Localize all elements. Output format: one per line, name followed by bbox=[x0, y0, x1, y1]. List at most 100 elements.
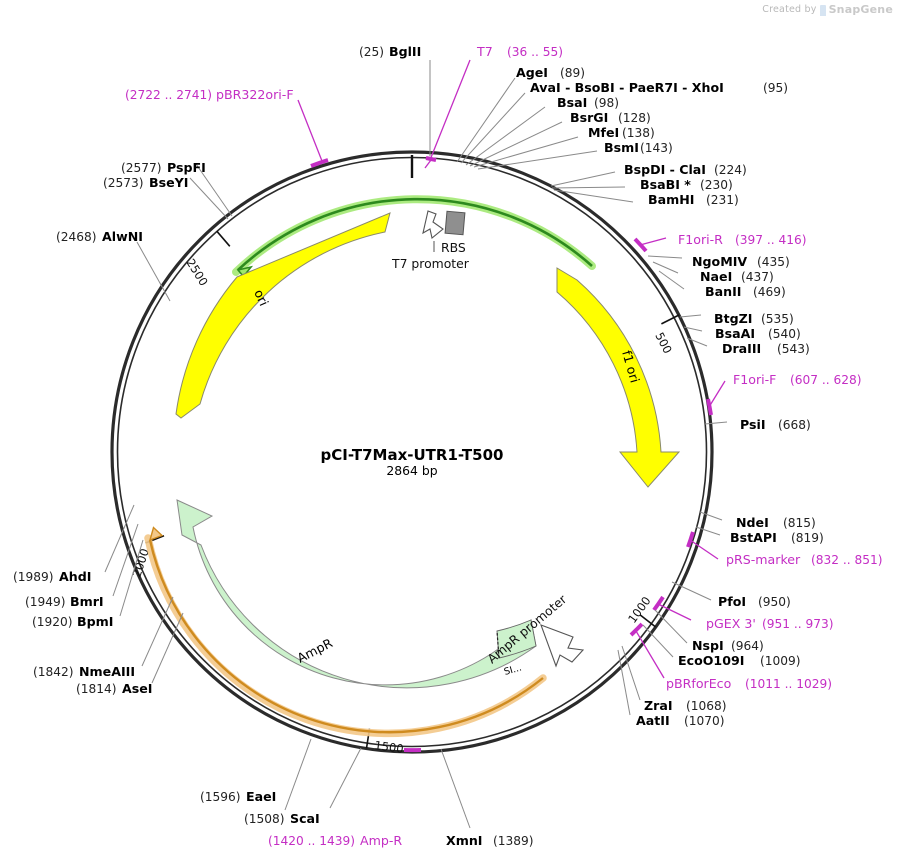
label-nspi: NspI (964) bbox=[692, 638, 764, 653]
rbs-label: RBS bbox=[441, 240, 466, 255]
svg-text:(1009): (1009) bbox=[760, 654, 801, 668]
svg-text:XmnI: XmnI bbox=[446, 833, 482, 848]
svg-text:PspFI: PspFI bbox=[167, 160, 206, 175]
svg-text:NdeI: NdeI bbox=[736, 515, 769, 530]
svg-text:EaeI: EaeI bbox=[246, 789, 276, 804]
svg-text:PsiI: PsiI bbox=[740, 417, 766, 432]
signal-seq-label: SI... bbox=[503, 662, 523, 678]
label-bstapi: BstAPI (819) bbox=[730, 530, 824, 545]
rbs-feature: RBS bbox=[441, 210, 466, 255]
label-f1ori-r: F1ori-R (397 .. 416) bbox=[678, 232, 807, 247]
svg-text:ZraI: ZraI bbox=[644, 698, 673, 713]
svg-text:(1011 .. 1029): (1011 .. 1029) bbox=[745, 677, 832, 691]
svg-text:(1389): (1389) bbox=[493, 834, 534, 848]
svg-text:(668): (668) bbox=[778, 418, 811, 432]
svg-text:F1ori-F: F1ori-F bbox=[733, 372, 776, 387]
label-pbr322ori-f: (2722 .. 2741) pBR322ori-F bbox=[125, 87, 294, 102]
plasmid-name: pCI-T7Max-UTR1-T500 bbox=[321, 446, 504, 464]
svg-text:pGEX 3': pGEX 3' bbox=[706, 616, 756, 631]
label-zrai: ZraI (1068) bbox=[644, 698, 727, 713]
svg-text:(950): (950) bbox=[758, 595, 791, 609]
watermark-prefix: Created by bbox=[762, 4, 817, 15]
tick-label-500: 500 bbox=[652, 330, 674, 356]
ampr-promoter-feature: AmpR promoter bbox=[484, 591, 585, 668]
svg-text:BamHI: BamHI bbox=[648, 192, 694, 207]
ori-label: ori bbox=[251, 287, 271, 308]
label-bpmi: (1920) BpmI bbox=[32, 614, 113, 629]
svg-text:pBRforEco: pBRforEco bbox=[666, 676, 732, 691]
svg-text:(815): (815) bbox=[783, 516, 816, 530]
svg-text:(435): (435) bbox=[757, 255, 790, 269]
ampr-label: AmpR bbox=[295, 635, 336, 666]
label-bsmI: BsmI (143) bbox=[604, 140, 673, 155]
label-bseyi: (2573) BseYI bbox=[103, 175, 188, 190]
svg-text:(36 .. 55): (36 .. 55) bbox=[507, 45, 563, 59]
label-asei: (1814) AseI bbox=[76, 681, 152, 696]
label-bmri: (1949) BmrI bbox=[25, 594, 104, 609]
label-banii: BanII (469) bbox=[705, 284, 786, 299]
amp-r-arrowhead-icon bbox=[148, 526, 164, 542]
svg-text:AgeI: AgeI bbox=[516, 65, 548, 80]
svg-text:(832 .. 851): (832 .. 851) bbox=[811, 553, 883, 567]
label-bsabi: BsaBI * (230) bbox=[640, 177, 733, 192]
label-t7-primer: T7 (36 .. 55) bbox=[476, 44, 563, 59]
svg-text:(819): (819) bbox=[791, 531, 824, 545]
svg-text:BsaI: BsaI bbox=[557, 95, 587, 110]
svg-text:(98): (98) bbox=[594, 96, 619, 110]
label-pspfi: (2577) PspFI bbox=[121, 160, 206, 175]
utr-arc-feature bbox=[232, 195, 596, 278]
label-eaei: (1596) EaeI bbox=[200, 789, 276, 804]
svg-text:AseI: AseI bbox=[122, 681, 152, 696]
svg-text:(2577): (2577) bbox=[121, 161, 162, 175]
plasmid-title-group: pCI-T7Max-UTR1-T500 2864 bp bbox=[321, 446, 504, 478]
svg-text:pRS-marker: pRS-marker bbox=[726, 552, 801, 567]
tick-label-2500: 2500 bbox=[183, 256, 210, 288]
svg-text:(1508): (1508) bbox=[244, 812, 285, 826]
svg-text:(95): (95) bbox=[763, 81, 788, 95]
label-amp-r: (1420 .. 1439) Amp-R bbox=[268, 833, 402, 848]
amp-r-primer-arc bbox=[144, 526, 547, 738]
label-prs-marker: pRS-marker (832 .. 851) bbox=[726, 552, 883, 567]
label-bspdi-clai: BspDI - ClaI (224) bbox=[624, 162, 747, 177]
label-xmni: XmnI (1389) bbox=[446, 833, 534, 848]
snapgene-watermark: Created by SnapGene bbox=[762, 3, 893, 16]
svg-text:(128): (128) bbox=[618, 111, 651, 125]
watermark-brand: SnapGene bbox=[828, 3, 893, 16]
svg-text:(607 .. 628): (607 .. 628) bbox=[790, 373, 862, 387]
svg-text:BseYI: BseYI bbox=[149, 175, 188, 190]
svg-text:BpmI: BpmI bbox=[77, 614, 113, 629]
svg-text:(224): (224) bbox=[714, 163, 747, 177]
t7-promoter-feature: T7 promoter bbox=[391, 210, 470, 271]
svg-text:AlwNI: AlwNI bbox=[102, 229, 143, 244]
svg-text:(138): (138) bbox=[622, 126, 655, 140]
svg-text:(543): (543) bbox=[777, 342, 810, 356]
svg-text:(1989): (1989) bbox=[13, 570, 54, 584]
label-bsaai: BsaAI (540) bbox=[715, 326, 801, 341]
label-draiii: DraIII (543) bbox=[722, 341, 810, 356]
label-ngomiv: NgoMIV (435) bbox=[692, 254, 790, 269]
label-ahdi: (1989) AhdI bbox=[13, 569, 91, 584]
svg-text:ScaI: ScaI bbox=[290, 811, 320, 826]
svg-text:(964): (964) bbox=[731, 639, 764, 653]
svg-text:BsmI: BsmI bbox=[604, 140, 639, 155]
label-psii: PsiI (668) bbox=[740, 417, 811, 432]
svg-text:AatII: AatII bbox=[636, 713, 670, 728]
svg-text:(2573): (2573) bbox=[103, 176, 144, 190]
svg-text:EcoO109I: EcoO109I bbox=[678, 653, 744, 668]
svg-text:DraIII: DraIII bbox=[722, 341, 761, 356]
label-bsrgI: BsrGI (128) bbox=[570, 110, 651, 125]
f1ori-feature-arrow: f1 ori bbox=[556, 267, 681, 488]
label-pbrforeco: pBRforEco (1011 .. 1029) bbox=[666, 676, 832, 691]
label-f1ori-f: F1ori-F (607 .. 628) bbox=[733, 372, 862, 387]
svg-text:pBR322ori-F: pBR322ori-F bbox=[216, 87, 294, 102]
svg-text:F1ori-R: F1ori-R bbox=[678, 232, 723, 247]
svg-text:(1070): (1070) bbox=[684, 714, 725, 728]
svg-text:(25): (25) bbox=[359, 45, 384, 59]
svg-text:(951 .. 973): (951 .. 973) bbox=[762, 617, 834, 631]
svg-text:AvaI - BsoBI - PaeR7I -: AvaI - BsoBI - PaeR7I - XhoI bbox=[530, 80, 724, 95]
label-ecoo109i: EcoO109I (1009) bbox=[678, 653, 801, 668]
ampr-feature-arrow: AmpR SI... bbox=[176, 499, 537, 689]
label-bamhi: BamHI (231) bbox=[648, 192, 739, 207]
svg-text:NspI: NspI bbox=[692, 638, 724, 653]
